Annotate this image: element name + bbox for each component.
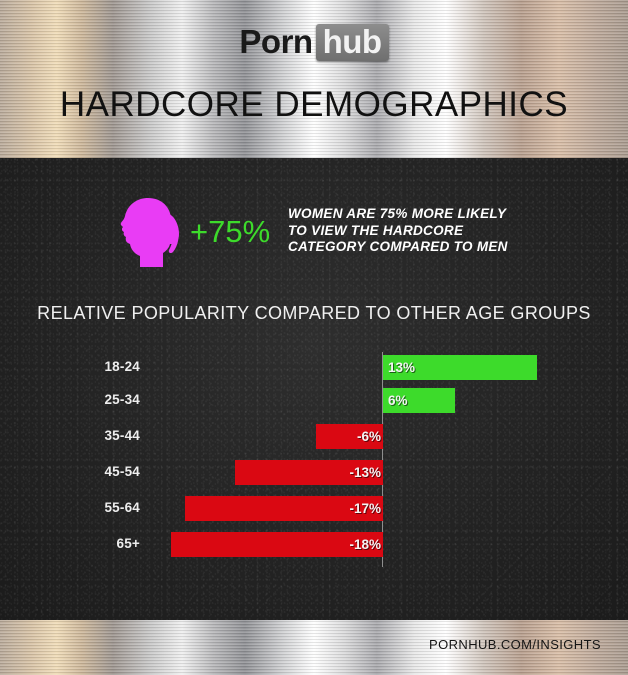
logo-text-porn: Porn	[239, 23, 313, 60]
table-row: 65+ -18%	[0, 529, 628, 559]
dark-content-panel	[0, 158, 628, 621]
bar-65-plus	[171, 532, 383, 557]
bar-value-55-64: -17%	[349, 501, 381, 516]
chart-heading: RELATIVE POPULARITY COMPARED TO OTHER AG…	[37, 303, 591, 323]
table-row: 35-44 -6%	[0, 421, 628, 451]
pornhub-logo: Porn hub	[0, 24, 628, 61]
bottom-metal-band	[0, 620, 628, 675]
bar-label-18-24: 18-24	[104, 359, 140, 374]
bar-value-45-54: -13%	[349, 465, 381, 480]
bar-label-45-54: 45-54	[104, 464, 140, 479]
highlight-percentage: +75%	[190, 214, 271, 249]
bar-label-35-44: 35-44	[104, 428, 140, 443]
bar-35-44	[316, 424, 383, 449]
chart-zero-axis	[382, 352, 383, 567]
female-head-icon	[120, 198, 179, 267]
bar-label-65-plus: 65+	[116, 536, 140, 551]
page-title: HARDCORE DEMOGRAPHICS	[59, 85, 569, 124]
bar-value-65-plus: -18%	[349, 537, 381, 552]
bar-18-24	[383, 355, 537, 380]
highlight-line-3: CATEGORY COMPARED TO MEN	[288, 239, 508, 254]
bar-value-35-44: -6%	[356, 429, 381, 444]
highlight-line-2: TO VIEW THE HARDCORE	[288, 222, 464, 238]
bar-45-54	[235, 460, 383, 485]
top-metal-band	[0, 0, 628, 160]
logo-text-hub: hub	[315, 24, 389, 61]
bar-value-25-34: 6%	[388, 393, 408, 408]
highlight-section: +75% WOMEN ARE 75% MORE LIKELY TO VIEW T…	[110, 196, 570, 278]
bar-label-55-64: 55-64	[104, 500, 140, 515]
bar-label-25-34: 25-34	[104, 392, 140, 407]
table-row: 18-24 13%	[0, 352, 628, 382]
table-row: 55-64 -17%	[0, 493, 628, 523]
table-row: 25-34 6%	[0, 385, 628, 415]
bar-value-18-24: 13%	[388, 360, 416, 375]
highlight-description: WOMEN ARE 75% MORE LIKELY TO VIEW THE HA…	[288, 206, 558, 256]
bar-25-34	[383, 388, 455, 413]
highlight-line-1: WOMEN ARE 75% MORE LIKELY	[288, 206, 507, 221]
footer-url: PORNHUB.COM/INSIGHTS	[429, 637, 601, 652]
table-row: 45-54 -13%	[0, 457, 628, 487]
bar-55-64	[185, 496, 383, 521]
age-group-bar-chart: 18-24 13% 25-34 6% 35-44 -6% 45-54 -13% …	[0, 352, 628, 567]
